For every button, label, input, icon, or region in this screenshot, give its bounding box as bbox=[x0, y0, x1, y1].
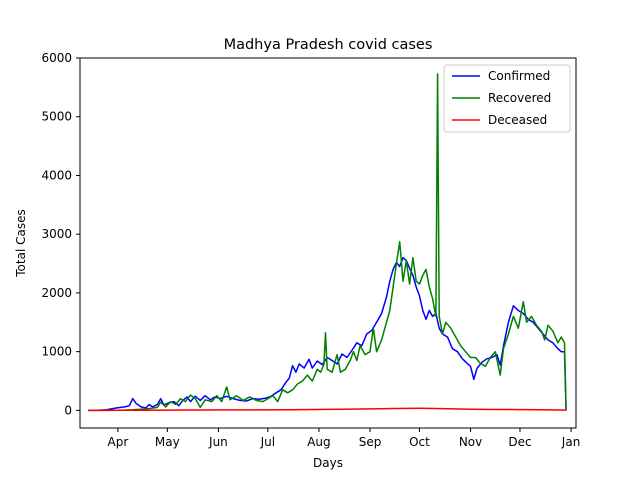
x-tick-label: May bbox=[155, 435, 180, 449]
x-tick-label: Nov bbox=[459, 435, 482, 449]
x-tick-label: Aug bbox=[307, 435, 330, 449]
plot-lines bbox=[88, 73, 567, 412]
y-tick-label: 1000 bbox=[41, 345, 72, 359]
chart-title: Madhya Pradesh covid cases bbox=[224, 37, 433, 53]
x-tick-label: Apr bbox=[108, 435, 129, 449]
x-tick-label: Jun bbox=[208, 435, 228, 449]
y-tick-label: 0 bbox=[64, 403, 72, 417]
y-tick-label: 5000 bbox=[41, 110, 72, 124]
x-tick-label: Jan bbox=[561, 435, 581, 449]
y-tick-label: 3000 bbox=[41, 227, 72, 241]
y-tick-label: 2000 bbox=[41, 286, 72, 300]
x-axis: Apr May Jun Jul Aug Sep Oct Nov Dec Jan bbox=[108, 428, 581, 449]
legend-label-confirmed: Confirmed bbox=[488, 69, 550, 83]
x-tick-label: Jul bbox=[260, 435, 275, 449]
y-tick-label: 6000 bbox=[41, 51, 72, 65]
legend: Confirmed Recovered Deceased bbox=[443, 64, 571, 133]
legend-label-recovered: Recovered bbox=[488, 91, 551, 105]
x-tick-label: Sep bbox=[359, 435, 382, 449]
plot-frame bbox=[79, 57, 577, 429]
x-axis-label: Days bbox=[313, 456, 343, 470]
legend-box bbox=[443, 64, 571, 133]
series-line-deceased bbox=[88, 407, 567, 412]
y-axis: 0 1000 2000 3000 4000 5000 6000 bbox=[41, 51, 80, 417]
y-tick-label: 4000 bbox=[41, 168, 72, 182]
legend-label-deceased: Deceased bbox=[488, 113, 547, 127]
y-axis-label: Total Cases bbox=[14, 209, 28, 277]
x-tick-label: Oct bbox=[409, 435, 430, 449]
series-line-recovered bbox=[88, 73, 567, 412]
x-tick-label: Dec bbox=[508, 435, 531, 449]
